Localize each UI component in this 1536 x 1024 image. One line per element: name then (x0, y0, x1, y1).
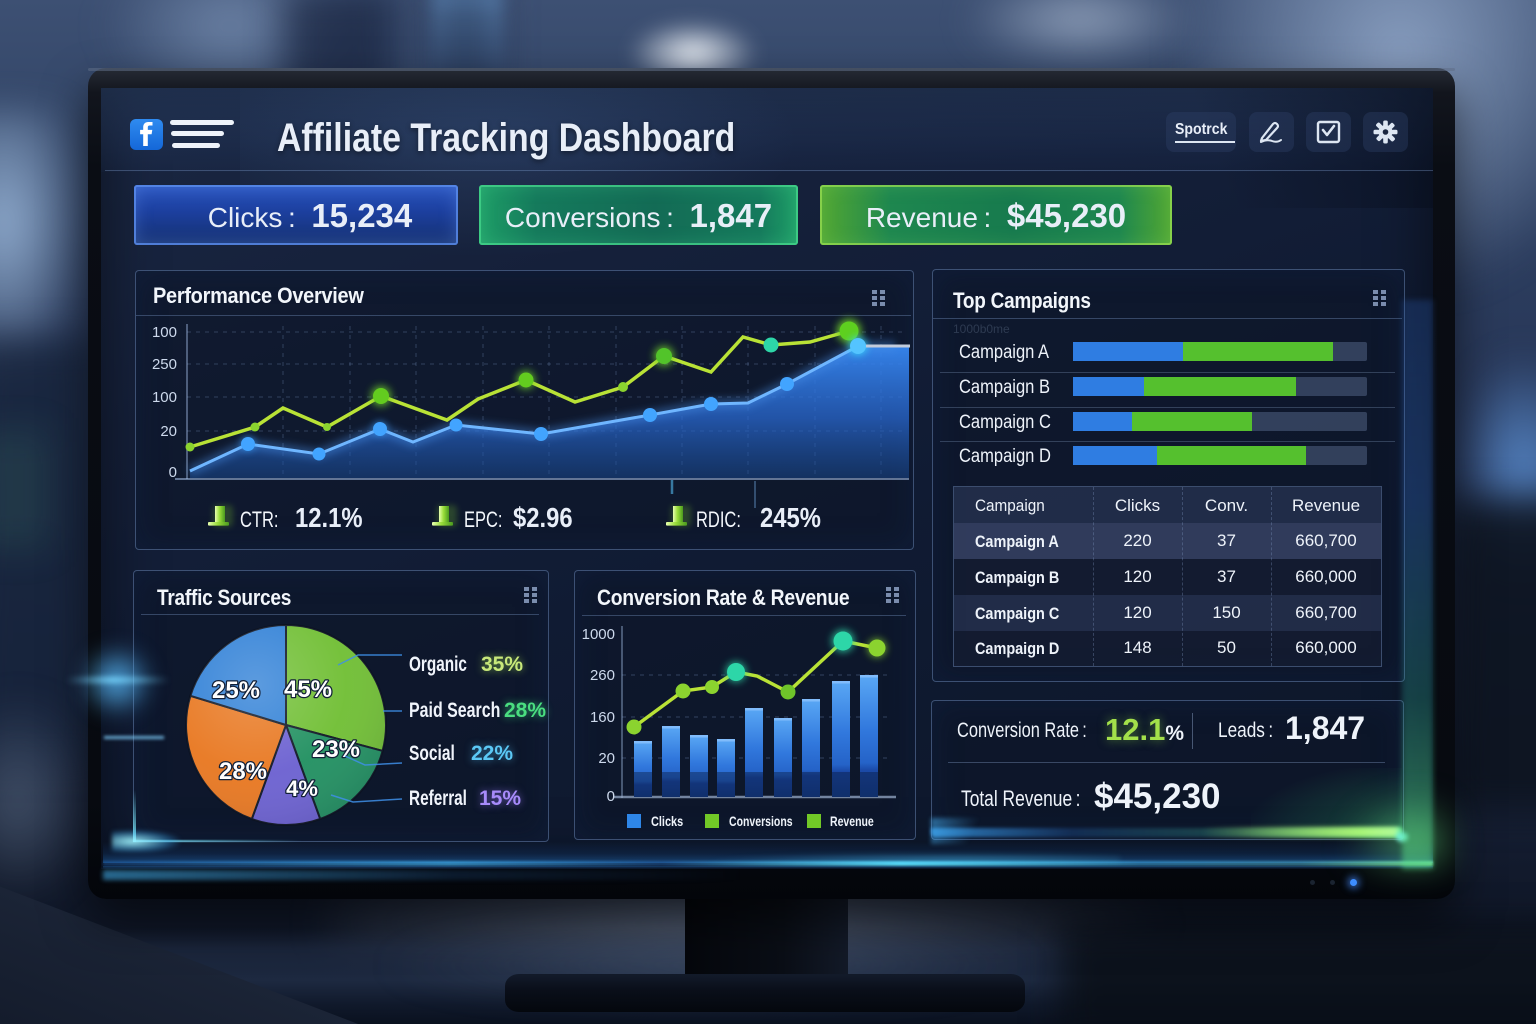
svg-text:1000: 1000 (582, 626, 615, 643)
svg-text:28%: 28% (219, 758, 267, 785)
svg-text:100: 100 (152, 389, 177, 406)
svg-text:4%: 4% (286, 776, 318, 801)
svg-text:0: 0 (607, 788, 615, 805)
svg-text:20: 20 (598, 750, 615, 767)
svg-text:160: 160 (590, 709, 615, 726)
svg-text:45%: 45% (284, 676, 332, 703)
svg-text:0: 0 (169, 464, 177, 481)
svg-text:260: 260 (590, 667, 615, 684)
svg-text:25%: 25% (212, 677, 260, 704)
svg-text:100: 100 (152, 324, 177, 341)
svg-text:250: 250 (152, 356, 177, 373)
svg-text:20: 20 (160, 423, 177, 440)
